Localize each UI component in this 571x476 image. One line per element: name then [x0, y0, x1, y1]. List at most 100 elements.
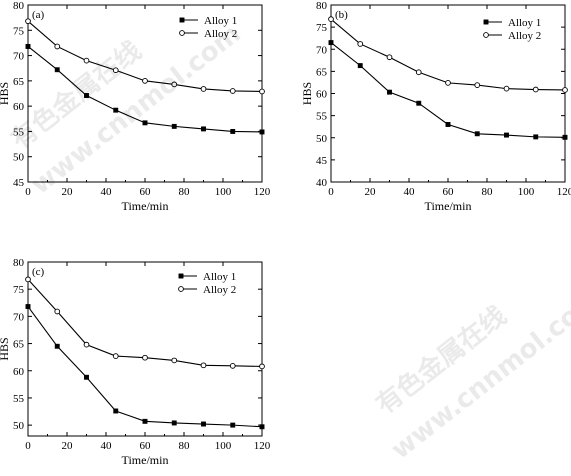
- y-tick-label: 50: [13, 152, 25, 164]
- legend-label: Alloy 2: [508, 30, 541, 42]
- legend-label: Alloy 2: [204, 28, 237, 40]
- data-point: [533, 134, 539, 140]
- data-point: [200, 362, 207, 369]
- y-tick-label: 50: [13, 420, 25, 432]
- x-tick-label: 0: [25, 186, 31, 198]
- x-tick-label: 60: [140, 440, 152, 452]
- panel-label: (b): [335, 9, 348, 21]
- data-point: [201, 126, 206, 132]
- y-tick-label: 60: [316, 89, 328, 101]
- data-point: [25, 18, 31, 25]
- data-point: [54, 343, 60, 349]
- x-tick-label: 20: [62, 440, 74, 452]
- data-point: [142, 354, 148, 361]
- data-point: [229, 363, 236, 369]
- y-axis-label: HBS: [300, 82, 314, 105]
- legend-marker: [178, 286, 184, 292]
- data-point: [171, 420, 177, 426]
- x-tick-label: 20: [62, 186, 74, 198]
- x-tick-label: 120: [254, 186, 271, 198]
- x-tick-label: 40: [404, 186, 416, 198]
- data-point: [84, 374, 89, 380]
- data-point: [445, 80, 451, 86]
- x-tick-label: 20: [365, 186, 377, 198]
- data-point: [415, 69, 422, 76]
- chart-panel-3: 0 20 40 60 80 100 120 50 55 60 65 70 75 80 Time/min HBS…: [0, 257, 271, 467]
- legend-marker: [483, 19, 489, 25]
- y-tick-label: 40: [316, 177, 328, 189]
- x-tick-label: 60: [443, 186, 455, 198]
- y-tick-label: 75: [13, 284, 25, 296]
- x-tick-label: 0: [25, 440, 31, 452]
- data-point: [562, 87, 568, 93]
- y-tick-label: 55: [316, 111, 328, 123]
- series-1: [25, 44, 265, 135]
- data-point: [445, 122, 451, 127]
- data-point: [503, 85, 510, 92]
- x-tick-label: 120: [557, 186, 571, 198]
- legend-label: Alloy 1: [203, 271, 236, 283]
- series-2: [25, 18, 265, 95]
- data-point: [357, 63, 363, 69]
- x-tick-label: 0: [328, 186, 334, 198]
- y-tick-label: 50: [316, 133, 328, 145]
- y-tick-label: 55: [13, 126, 25, 138]
- x-tick-label: 40: [101, 186, 113, 198]
- x-tick-label: 60: [140, 186, 152, 198]
- x-tick-label: 80: [179, 186, 191, 198]
- data-point: [532, 86, 539, 93]
- y-tick-label: 60: [13, 101, 25, 113]
- x-tick-label: 100: [518, 186, 535, 198]
- y-tick-label: 65: [316, 66, 328, 78]
- data-point: [171, 123, 177, 129]
- data-point: [201, 421, 206, 427]
- y-tick-label: 70: [316, 44, 328, 56]
- data-point: [25, 44, 31, 49]
- y-tick-label: 70: [13, 51, 25, 63]
- data-point: [54, 43, 61, 50]
- data-point: [230, 128, 236, 134]
- x-tick-label: 100: [215, 440, 232, 452]
- series-1: [25, 304, 265, 430]
- data-point: [171, 357, 178, 364]
- data-point: [259, 424, 265, 430]
- data-point: [230, 422, 236, 428]
- series-2: [328, 16, 568, 93]
- data-point: [259, 363, 265, 370]
- x-axis-label: Time/min: [122, 199, 169, 213]
- data-point: [504, 132, 509, 138]
- x-tick-label: 120: [254, 440, 271, 452]
- data-point: [386, 54, 393, 61]
- data-point: [259, 88, 265, 95]
- legend-marker: [178, 273, 184, 279]
- x-axis-label: Time/min: [122, 453, 169, 467]
- data-point: [171, 81, 178, 88]
- data-point: [142, 78, 148, 84]
- y-axis-label: HBS: [0, 337, 11, 360]
- legend-marker: [179, 17, 185, 23]
- x-tick-label: 40: [101, 440, 113, 452]
- legend-marker: [483, 32, 489, 38]
- y-tick-label: 45: [316, 155, 328, 167]
- y-tick-label: 75: [13, 25, 25, 37]
- data-point: [562, 134, 568, 140]
- data-point: [113, 107, 119, 113]
- legend-label: Alloy 1: [204, 15, 237, 27]
- data-point: [142, 120, 148, 126]
- data-point: [84, 93, 89, 98]
- data-point: [387, 89, 392, 95]
- series-2: [25, 276, 265, 370]
- data-point: [112, 67, 119, 74]
- data-point: [25, 276, 31, 283]
- data-point: [112, 353, 119, 359]
- legend-label: Alloy 1: [508, 17, 541, 29]
- y-tick-label: 55: [13, 393, 25, 405]
- panel-label: (a): [32, 9, 45, 21]
- data-point: [113, 408, 119, 414]
- data-point: [357, 41, 364, 47]
- legend-marker: [179, 30, 185, 36]
